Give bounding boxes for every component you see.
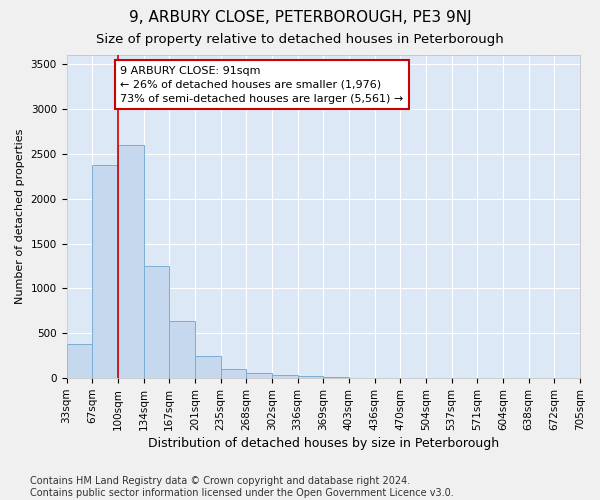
Bar [195,356,221,378]
Text: Size of property relative to detached houses in Peterborough: Size of property relative to detached ho… [96,32,504,46]
Text: 9, ARBURY CLOSE, PETERBOROUGH, PE3 9NJ: 9, ARBURY CLOSE, PETERBOROUGH, PE3 9NJ [128,10,472,25]
Bar [92,164,118,378]
Y-axis label: Number of detached properties: Number of detached properties [15,129,25,304]
Bar [298,376,323,378]
Bar [169,320,195,378]
Bar [67,344,92,378]
Bar [246,374,272,378]
Bar [118,145,143,378]
Bar [143,266,169,378]
X-axis label: Distribution of detached houses by size in Peterborough: Distribution of detached houses by size … [148,437,499,450]
Text: Contains HM Land Registry data © Crown copyright and database right 2024.
Contai: Contains HM Land Registry data © Crown c… [30,476,454,498]
Bar [272,375,298,378]
Bar [221,369,246,378]
Text: 9 ARBURY CLOSE: 91sqm
← 26% of detached houses are smaller (1,976)
73% of semi-d: 9 ARBURY CLOSE: 91sqm ← 26% of detached … [121,66,404,104]
